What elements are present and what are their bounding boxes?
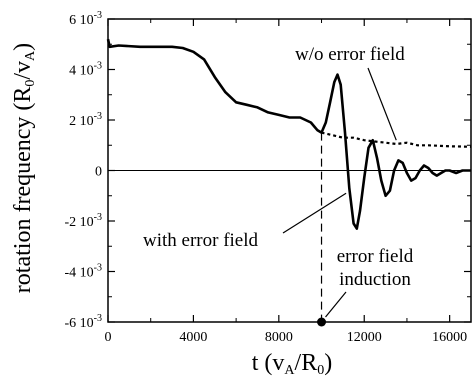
pointer-with-error-field [282,192,347,234]
y-tick-label-1: 4 10-3 [69,61,102,79]
y-tick-labels: 6 10-3 4 10-3 2 10-3 0 -2 10-3 -4 10-3 -6 10-3 [64,10,102,331]
y-axis-title: rotation frequency (R0/vA) [10,43,38,293]
x-tick-label-0: 0 [105,330,112,345]
x-tick-label-1: 4000 [179,330,207,345]
y-tick-label-5: -4 10-3 [64,263,102,281]
x-tick-label-4: 16000 [432,330,467,345]
x-tick-label-3: 12000 [347,330,382,345]
y-tick-label-6: -6 10-3 [64,313,102,331]
y-tick-label-0: 6 10-3 [69,10,102,28]
x-tick-labels: 0 4000 8000 12000 16000 [105,330,468,345]
y-tick-label-2: 2 10-3 [69,111,102,129]
x-tick-label-2: 8000 [265,330,293,345]
label-induction-line2: induction [339,269,411,290]
pointer-induction [325,291,347,318]
y-tick-label-3: 0 [95,165,102,180]
label-with-error-field: with error field [143,230,259,251]
label-without-error-field: w/o error field [295,44,405,65]
label-induction-line1: error field [337,246,414,267]
tick-marks [107,18,471,323]
y-tick-label-4: -2 10-3 [64,212,102,230]
pointer-without-error-field [367,67,397,141]
series-with-error-field [106,38,471,230]
x-axis-title: t (vA/R0) [252,350,332,378]
